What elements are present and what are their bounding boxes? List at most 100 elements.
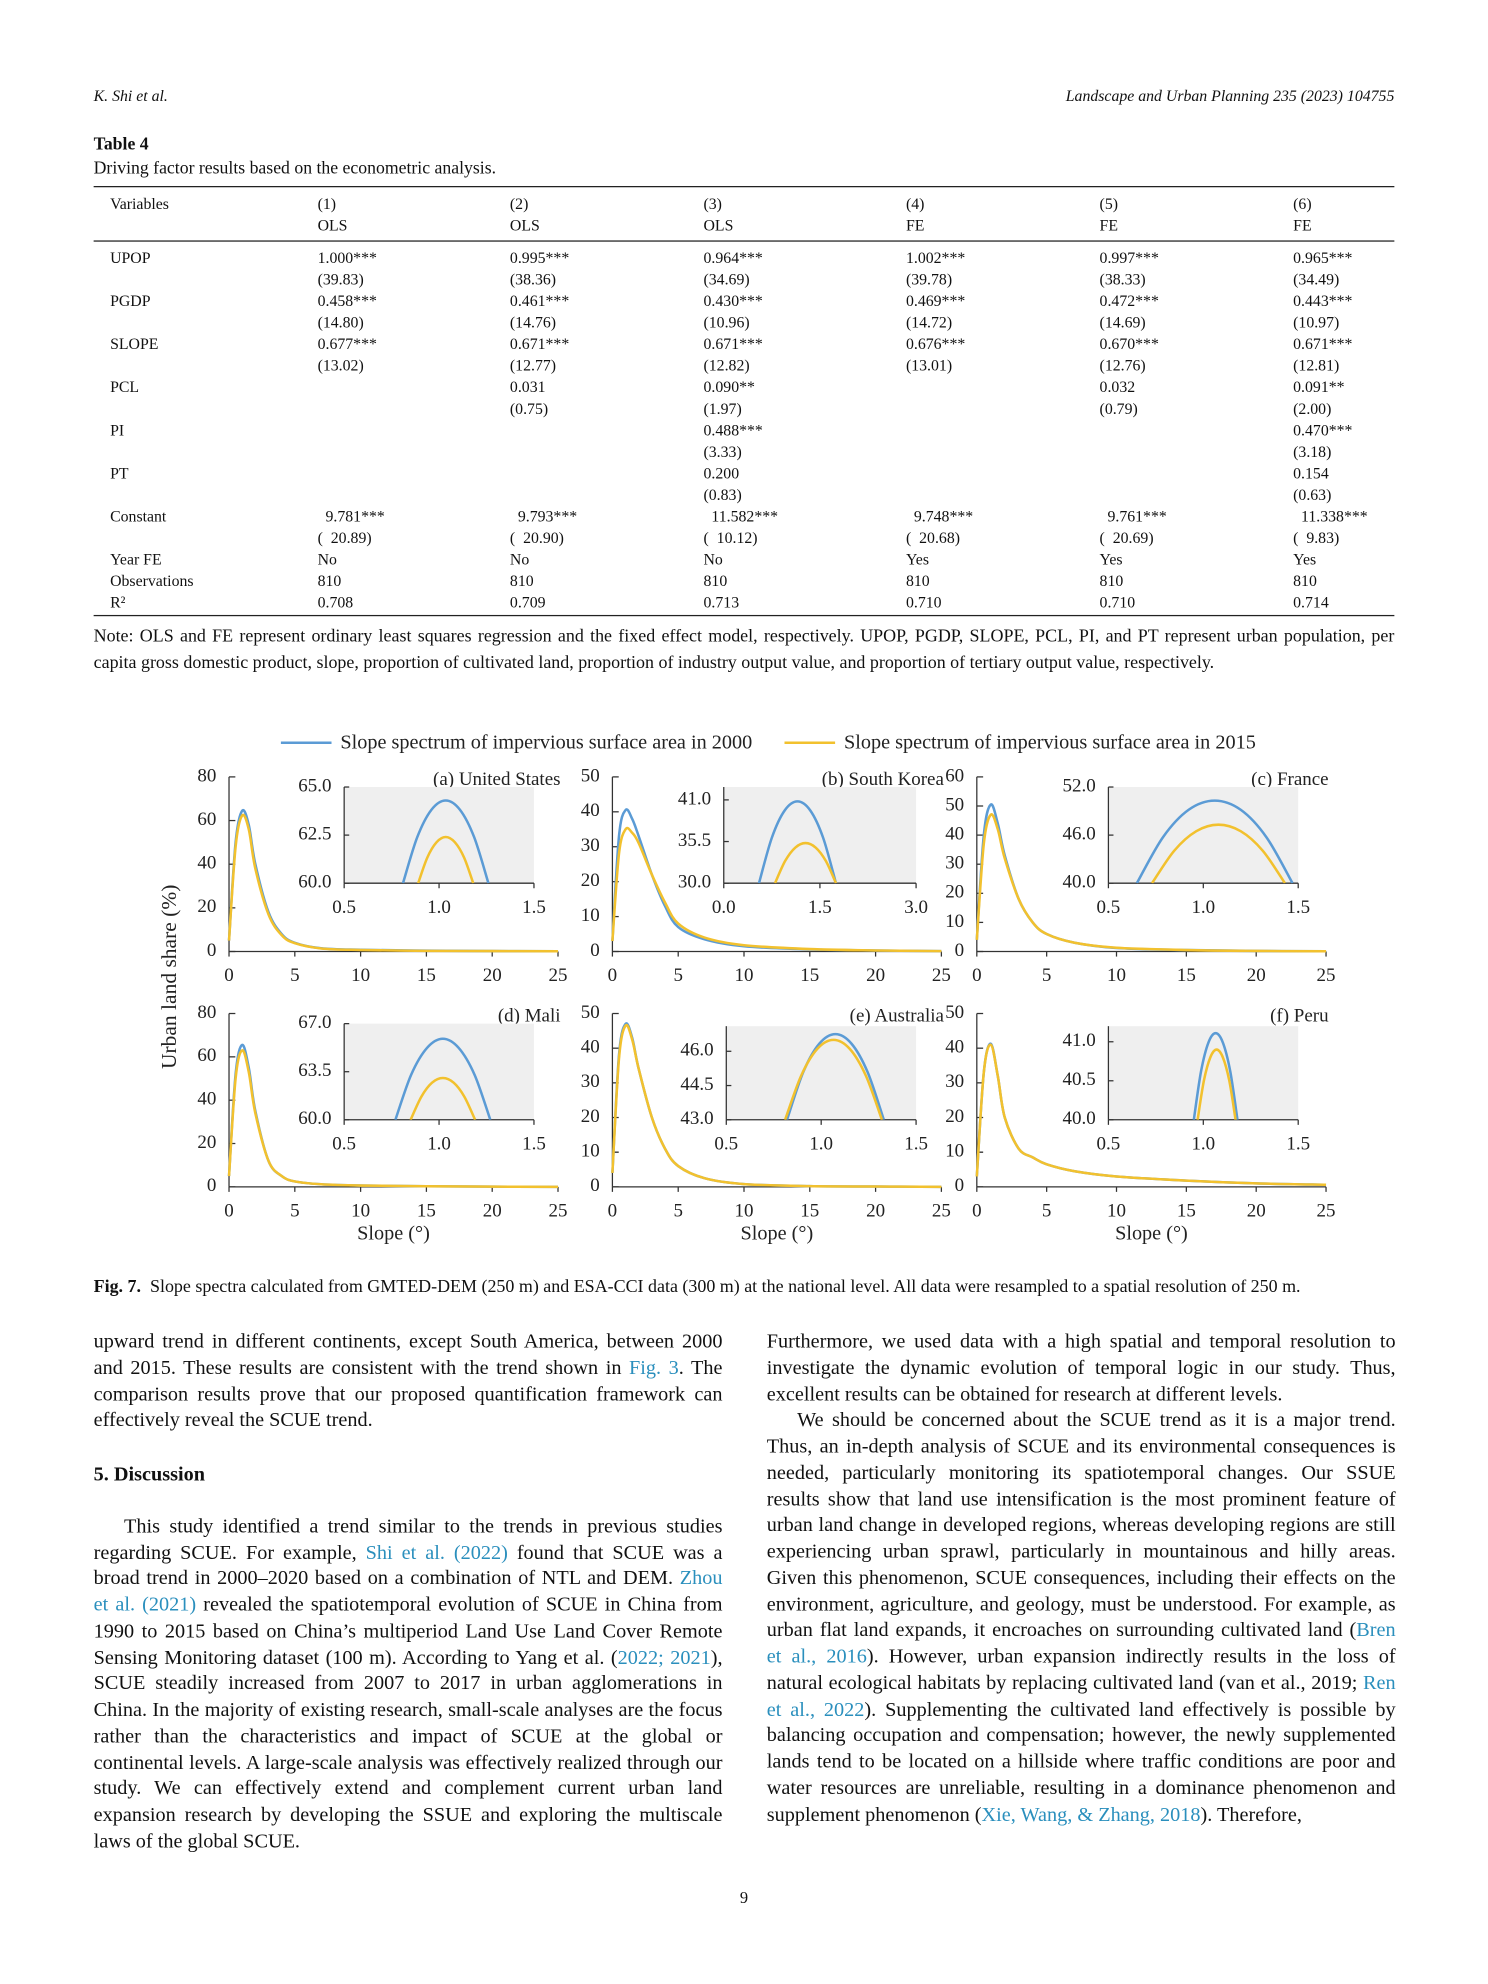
table-cell: (3.33) <box>703 442 742 461</box>
citation-link[interactable]: Shi et al. (2022) <box>365 1541 508 1564</box>
row-label: PGDP <box>110 292 151 310</box>
table-cell: 11.582*** <box>703 507 779 526</box>
x-tick-label: 20 <box>866 965 885 986</box>
inset-x-tick-label: 0.5 <box>1097 897 1121 918</box>
x-tick-label: 0 <box>608 1201 617 1222</box>
column-header: (2) <box>509 194 529 213</box>
left-column: upward trend in different continents, ex… <box>94 1330 723 1856</box>
text: . The comparison results prove that our … <box>93 1357 723 1432</box>
table-cell: (14.69) <box>1099 313 1146 332</box>
table-cell: 0.031 <box>509 378 546 397</box>
y-tick-label: 20 <box>581 1106 600 1127</box>
inset-y-tick-label: 44.5 <box>680 1074 713 1095</box>
table-cell: (10.97) <box>1293 313 1340 332</box>
table-cell: 0.714 <box>1293 593 1329 612</box>
running-author: K. Shi et al. <box>93 87 168 106</box>
inset-y-tick-label: 35.5 <box>678 830 711 851</box>
table-cell: ( 20.89) <box>317 528 372 547</box>
citation-link[interactable]: Ren et al., 2022 <box>766 1672 1396 1721</box>
x-tick-label: 0 <box>224 1201 233 1222</box>
column-header: FE <box>1099 216 1119 235</box>
x-tick-label: 15 <box>1177 1201 1196 1222</box>
y-tick-label: 50 <box>945 1002 964 1023</box>
table-cell: 0.488*** <box>703 421 763 440</box>
table-cell: (14.76) <box>509 313 557 332</box>
x-tick-label: 25 <box>932 1201 951 1222</box>
inset-x-tick-label: 1.5 <box>808 897 832 918</box>
column-label: Variables <box>110 194 169 213</box>
x-tick-label: 10 <box>735 1201 754 1222</box>
inset-line <box>1192 1031 1239 1120</box>
inset-line <box>773 841 838 884</box>
spectrum-line <box>611 1023 942 1189</box>
x-tick-label: 15 <box>800 1201 819 1222</box>
table-cell: ( 10.12) <box>703 528 758 547</box>
inset-line <box>416 835 475 884</box>
citation-link[interactable]: Fig. 3 <box>629 1357 679 1379</box>
x-tick-label: 20 <box>483 1201 502 1222</box>
column-header: (4) <box>905 194 925 213</box>
table-cell: 9.761*** <box>1099 507 1167 526</box>
x-tick-label: 15 <box>417 965 436 986</box>
citation-link[interactable]: Xie, Wang, & Zhang, 2018 <box>981 1803 1201 1826</box>
table-cell: 810 <box>905 571 930 590</box>
inset-y-tick-label: 30.0 <box>678 872 711 893</box>
inset-x-tick-label: 1.5 <box>1286 897 1310 918</box>
x-tick-label: 25 <box>1317 1201 1336 1222</box>
legend-label: Slope spectrum of impervious surface are… <box>844 732 1256 754</box>
table-cell: 0.671*** <box>703 335 763 354</box>
column-header: OLS <box>509 216 540 235</box>
y-tick-label: 50 <box>581 765 600 786</box>
paragraph: We should be concerned about the SCUE tr… <box>767 1409 1396 1829</box>
spectrum-line <box>227 1049 559 1189</box>
inset-y-tick-label: 40.5 <box>1063 1069 1096 1090</box>
table-cell: 9.793*** <box>509 507 578 526</box>
inset-y-tick-label: 67.0 <box>298 1012 331 1033</box>
row-label: PT <box>110 464 129 483</box>
x-tick-label: 0 <box>972 1201 981 1222</box>
text: ). Supplementing the cultivated land eff… <box>766 1698 1396 1826</box>
y-tick-label: 60 <box>197 809 216 830</box>
inset-x-tick-label: 1.5 <box>522 897 546 918</box>
y-tick-label: 0 <box>955 940 964 961</box>
row-label: PI <box>110 421 125 440</box>
table-cell: 0.997*** <box>1099 249 1159 267</box>
panel-title: (c) France <box>1251 769 1328 790</box>
text: This study identified a trend similar to… <box>93 1515 723 1564</box>
row-label: UPOP <box>110 249 151 267</box>
inset-x-tick-label: 3.0 <box>904 897 928 918</box>
row-label: Constant <box>110 507 167 526</box>
citation-link[interactable]: Zhou et al. (2021) <box>93 1568 723 1616</box>
x-tick-label: 10 <box>735 965 754 986</box>
y-tick-label: 30 <box>945 853 964 874</box>
row-label: Year FE <box>110 550 162 569</box>
table-rule <box>93 614 1395 617</box>
inset-x-tick-label: 1.5 <box>904 1133 928 1154</box>
inset-line <box>1196 1048 1237 1120</box>
y-tick-label: 40 <box>197 853 216 874</box>
x-tick-label: 25 <box>549 1201 568 1222</box>
row-label: SLOPE <box>110 335 159 354</box>
panel-title: (e) Australia <box>850 1006 945 1027</box>
table-caption: Driving factor results based on the econ… <box>93 159 497 179</box>
inset-y-tick-label: 63.5 <box>298 1060 331 1081</box>
citation-link[interactable]: 2022; 2021 <box>617 1646 711 1669</box>
y-tick-label: 0 <box>207 1175 216 1196</box>
table-cell: No <box>317 550 337 569</box>
inset-x-tick-label: 1.0 <box>1191 1133 1215 1154</box>
table-cell: 11.338*** <box>1293 507 1368 526</box>
table-cell: 810 <box>1293 571 1317 590</box>
text: ), SCUE steadily increased from 2007 to … <box>93 1646 723 1853</box>
x-axis-label: Slope (°) <box>741 1223 814 1245</box>
table-rule <box>93 240 1395 242</box>
citation-link[interactable]: Bren et al., 2016 <box>766 1619 1396 1668</box>
table-cell: 0.470*** <box>1293 421 1353 440</box>
inset-line <box>757 800 838 884</box>
row-label: PCL <box>110 378 140 397</box>
y-tick-label: 20 <box>945 1106 964 1127</box>
table-cell: 0.469*** <box>905 292 966 310</box>
y-tick-label: 0 <box>590 940 599 961</box>
panel-title: (d) Mali <box>498 1006 561 1027</box>
x-axis-label: Slope (°) <box>357 1223 430 1245</box>
